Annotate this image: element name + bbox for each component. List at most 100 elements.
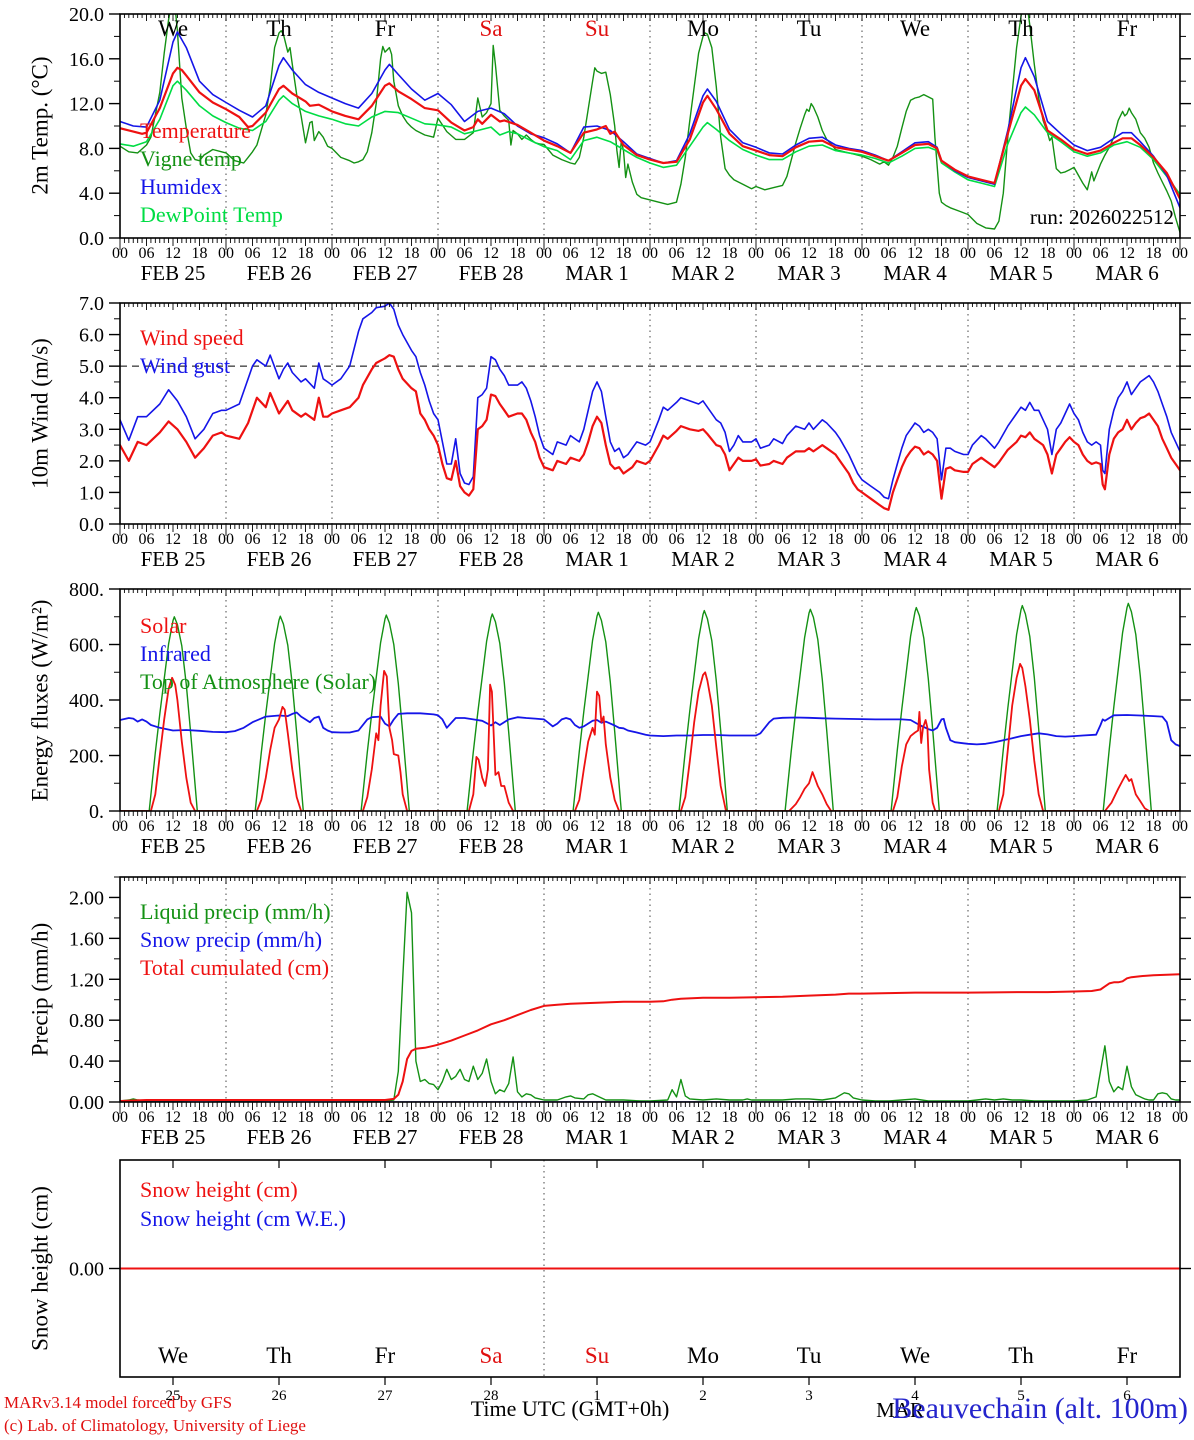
x-hour-label: 18 — [510, 245, 526, 262]
x-hour-label: 18 — [1040, 245, 1056, 262]
weekday-label: Mo — [687, 16, 719, 41]
x-date-label: MAR 2 — [671, 547, 735, 571]
x-hour-label: 06 — [351, 245, 367, 262]
x-hour-label: 12 — [907, 531, 923, 548]
series-temperature — [120, 66, 1180, 200]
x-hour-label: 06 — [457, 818, 473, 835]
x-hour-label: 06 — [987, 531, 1003, 548]
x-hour-label: 00 — [112, 245, 128, 262]
x-hour-label: 12 — [1013, 245, 1029, 262]
series-top-of-atmosphere-solar- — [120, 602, 1180, 811]
x-hour-label: 18 — [404, 1109, 420, 1126]
legend-humidex: Humidex — [140, 174, 222, 199]
y-axis-title-wind: 10m Wind (m/s) — [27, 338, 53, 489]
x-hour-label: 00 — [1066, 1109, 1082, 1126]
x-hour-label: 12 — [165, 531, 181, 548]
x-hour-label: 06 — [669, 531, 685, 548]
y-axis-title-temperature: 2m Temp. (°C) — [27, 56, 53, 195]
y-tick-label: 0.80 — [69, 1010, 104, 1032]
x-date-label: MAR 2 — [671, 1125, 735, 1149]
x-hour-label: 00 — [218, 1109, 234, 1126]
x-hour-label: 06 — [881, 531, 897, 548]
x-hour-label: 06 — [351, 1109, 367, 1126]
x-axis-title: Time UTC (GMT+0h) — [470, 1396, 670, 1421]
legend-total-cumulated: Total cumulated (cm) — [140, 955, 330, 980]
x-hour-label: 18 — [192, 245, 208, 262]
x-date-label: MAR 2 — [671, 261, 735, 285]
x-hour-label: 12 — [801, 818, 817, 835]
x-hour-label: 18 — [616, 531, 632, 548]
legend-solar: Solar — [140, 613, 187, 638]
x-hour-label: 18 — [934, 531, 950, 548]
legend-snow-height-we: Snow height (cm W.E.) — [140, 1206, 346, 1231]
day-number-label: 5 — [1017, 1388, 1025, 1404]
x-date-label: MAR 6 — [1095, 1125, 1159, 1149]
legend-snow-precip: Snow precip (mm/h) — [140, 927, 323, 952]
x-hour-label: 12 — [1119, 818, 1135, 835]
y-tick-label: 0.40 — [69, 1051, 104, 1073]
x-hour-label: 00 — [218, 818, 234, 835]
x-hour-label: 18 — [616, 245, 632, 262]
x-hour-label: 00 — [960, 245, 976, 262]
x-hour-label: 06 — [245, 531, 261, 548]
x-date-label: MAR 4 — [883, 261, 947, 285]
legend-temperature: Temperature — [140, 118, 251, 143]
x-hour-label: 18 — [616, 818, 632, 835]
x-hour-label: 18 — [722, 818, 738, 835]
x-date-label: MAR 5 — [989, 261, 1053, 285]
x-hour-label: 12 — [165, 245, 181, 262]
day-number-label: 26 — [272, 1388, 288, 1404]
x-hour-label: 00 — [854, 531, 870, 548]
day-number-label: 4 — [911, 1388, 919, 1404]
x-hour-label: 00 — [218, 531, 234, 548]
x-hour-label: 00 — [1066, 245, 1082, 262]
y-tick-label: 3.0 — [79, 419, 104, 441]
x-date-label: MAR 4 — [883, 547, 947, 571]
weekday-label: Th — [266, 16, 292, 41]
x-hour-label: 00 — [748, 1109, 764, 1126]
x-hour-label: 06 — [457, 531, 473, 548]
weekday-label: Mo — [687, 1343, 719, 1368]
series-vigne-temp — [120, 14, 1180, 234]
x-hour-label: 18 — [404, 245, 420, 262]
y-tick-label: 0. — [89, 801, 104, 823]
y-tick-label: 4.0 — [79, 388, 104, 410]
x-hour-label: 00 — [536, 245, 552, 262]
x-hour-label: 18 — [192, 1109, 208, 1126]
x-hour-label: 00 — [324, 245, 340, 262]
x-hour-label: 06 — [245, 1109, 261, 1126]
x-hour-label: 18 — [298, 245, 314, 262]
x-hour-label: 00 — [112, 531, 128, 548]
x-hour-label: 12 — [1013, 531, 1029, 548]
x-hour-label: 00 — [1172, 1109, 1188, 1126]
x-hour-label: 18 — [192, 818, 208, 835]
x-hour-label: 00 — [1066, 818, 1082, 835]
x-hour-label: 06 — [1093, 531, 1109, 548]
y-tick-label: 0.0 — [79, 514, 104, 536]
x-hour-label: 06 — [669, 1109, 685, 1126]
x-hour-label: 12 — [1119, 245, 1135, 262]
weekday-label: Sa — [480, 1343, 503, 1368]
x-date-label: MAR 5 — [989, 1125, 1053, 1149]
x-hour-label: 06 — [245, 245, 261, 262]
x-hour-label: 00 — [324, 531, 340, 548]
y-tick-label: 20.0 — [69, 4, 104, 26]
series-wind-speed — [120, 354, 1180, 511]
weekday-label: Su — [585, 16, 610, 41]
x-hour-label: 00 — [854, 818, 870, 835]
x-date-label: FEB 26 — [247, 1125, 312, 1149]
x-hour-label: 12 — [907, 1109, 923, 1126]
y-axis-title-snow: Snow height (cm) — [27, 1186, 53, 1351]
weekday-label: We — [900, 16, 930, 41]
x-date-label: MAR 5 — [989, 547, 1053, 571]
legend-snow-height: Snow height (cm) — [140, 1177, 298, 1202]
x-hour-label: 18 — [934, 818, 950, 835]
x-hour-label: 12 — [801, 245, 817, 262]
x-hour-label: 06 — [669, 818, 685, 835]
x-hour-label: 18 — [1146, 818, 1162, 835]
x-hour-label: 00 — [536, 531, 552, 548]
x-hour-label: 12 — [695, 531, 711, 548]
x-hour-label: 18 — [298, 818, 314, 835]
